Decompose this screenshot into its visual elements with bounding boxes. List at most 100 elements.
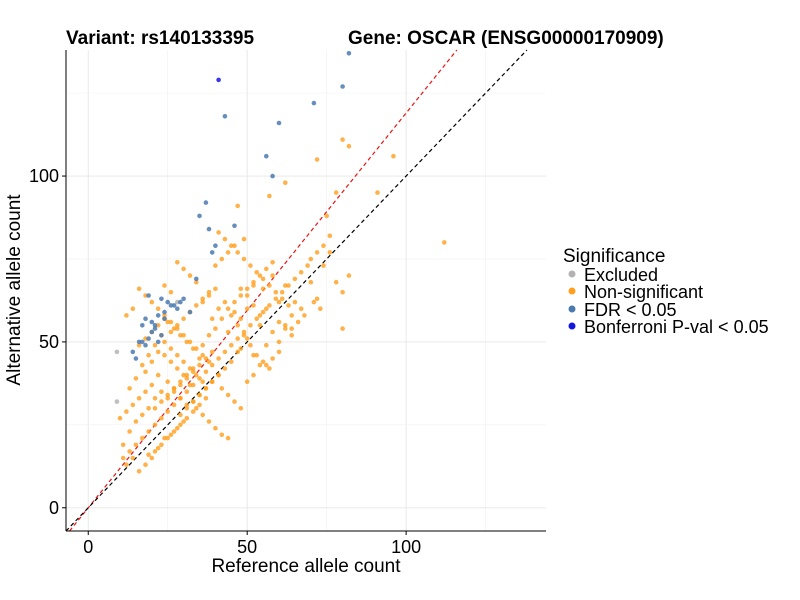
point-nonsig	[136, 342, 142, 348]
point-nonsig	[178, 422, 183, 428]
point-nonsig	[155, 323, 161, 328]
point-nonsig	[279, 289, 285, 295]
point-nonsig	[225, 329, 231, 335]
point-fdr	[203, 200, 209, 205]
point-nonsig	[165, 396, 170, 401]
point-nonsig	[194, 303, 199, 308]
point-nonsig	[264, 266, 269, 272]
point-nonsig	[213, 326, 218, 331]
point-fdr	[194, 276, 199, 282]
point-nonsig	[251, 372, 256, 378]
point-nonsig	[206, 289, 212, 295]
point-nonsig	[257, 362, 263, 368]
point-nonsig	[235, 323, 240, 328]
point-nonsig	[241, 333, 247, 338]
point-nonsig	[283, 283, 288, 288]
point-nonsig	[187, 339, 193, 345]
point-nonsig	[286, 303, 291, 308]
point-nonsig	[235, 349, 240, 355]
point-fdr	[206, 226, 212, 232]
point-nonsig	[251, 283, 256, 288]
point-nonsig	[333, 279, 339, 285]
point-fdr	[162, 316, 167, 322]
point-nonsig	[124, 313, 129, 318]
legend-label-fdr: FDR < 0.05	[584, 300, 677, 320]
point-nonsig	[305, 263, 310, 268]
point-nonsig	[194, 346, 199, 351]
point-nonsig	[155, 349, 161, 355]
point-nonsig	[178, 333, 183, 338]
point-bonf	[216, 77, 221, 83]
point-nonsig	[165, 379, 170, 385]
point-nonsig	[276, 349, 282, 355]
point-nonsig	[175, 326, 180, 331]
point-fdr	[181, 296, 186, 302]
point-nonsig	[209, 379, 215, 385]
point-nonsig	[127, 386, 132, 391]
point-nonsig	[292, 276, 298, 282]
point-nonsig	[232, 299, 237, 305]
point-fdr	[146, 336, 151, 341]
point-nonsig	[257, 273, 263, 278]
point-fdr	[162, 309, 167, 315]
point-nonsig	[321, 263, 326, 268]
point-nonsig	[124, 409, 129, 414]
point-nonsig	[270, 329, 275, 335]
point-nonsig	[181, 333, 186, 338]
point-nonsig	[162, 435, 167, 441]
point-fdr	[152, 326, 158, 331]
point-nonsig	[346, 273, 352, 278]
point-nonsig	[238, 316, 244, 322]
point-nonsig	[222, 349, 228, 355]
point-nonsig	[264, 362, 269, 368]
point-nonsig	[244, 336, 250, 341]
point-nonsig	[257, 323, 263, 328]
point-nonsig	[171, 386, 177, 391]
point-nonsig	[314, 296, 320, 302]
point-nonsig	[295, 319, 301, 325]
point-nonsig	[225, 306, 231, 312]
point-fdr	[276, 120, 282, 126]
point-nonsig	[168, 329, 174, 335]
point-nonsig	[152, 342, 158, 348]
point-nonsig	[340, 289, 345, 295]
point-nonsig	[248, 263, 253, 268]
point-nonsig	[311, 299, 317, 305]
point-nonsig	[155, 445, 161, 451]
legend-swatch-fdr	[568, 305, 576, 313]
point-nonsig	[162, 283, 167, 288]
point-fdr	[178, 299, 183, 305]
point-nonsig	[286, 283, 291, 288]
point-nonsig	[143, 462, 148, 468]
point-nonsig	[327, 250, 333, 255]
point-nonsig	[244, 293, 250, 298]
point-nonsig	[264, 306, 269, 312]
point-nonsig	[200, 299, 205, 305]
point-nonsig	[257, 313, 263, 318]
point-nonsig	[152, 396, 158, 401]
point-nonsig	[181, 419, 186, 424]
point-nonsig	[273, 296, 279, 302]
point-nonsig	[340, 326, 345, 331]
point-nonsig	[143, 369, 148, 375]
point-nonsig	[165, 392, 170, 398]
point-nonsig	[149, 299, 155, 305]
point-nonsig	[155, 306, 161, 312]
point-nonsig	[219, 432, 225, 438]
point-nonsig	[190, 369, 196, 375]
x-tick-label: 100	[391, 537, 421, 557]
point-nonsig	[133, 376, 139, 381]
point-nonsig	[190, 382, 196, 388]
point-fdr	[140, 339, 145, 345]
point-nonsig	[168, 432, 174, 438]
point-nonsig	[184, 406, 190, 411]
point-nonsig	[200, 412, 205, 418]
point-nonsig	[216, 372, 221, 378]
point-nonsig	[120, 455, 126, 461]
point-nonsig	[219, 256, 225, 262]
point-fdr	[159, 296, 164, 302]
point-nonsig	[283, 323, 288, 328]
y-tick-label: 0	[49, 498, 59, 518]
point-nonsig	[120, 442, 126, 448]
point-fdr	[152, 323, 158, 328]
